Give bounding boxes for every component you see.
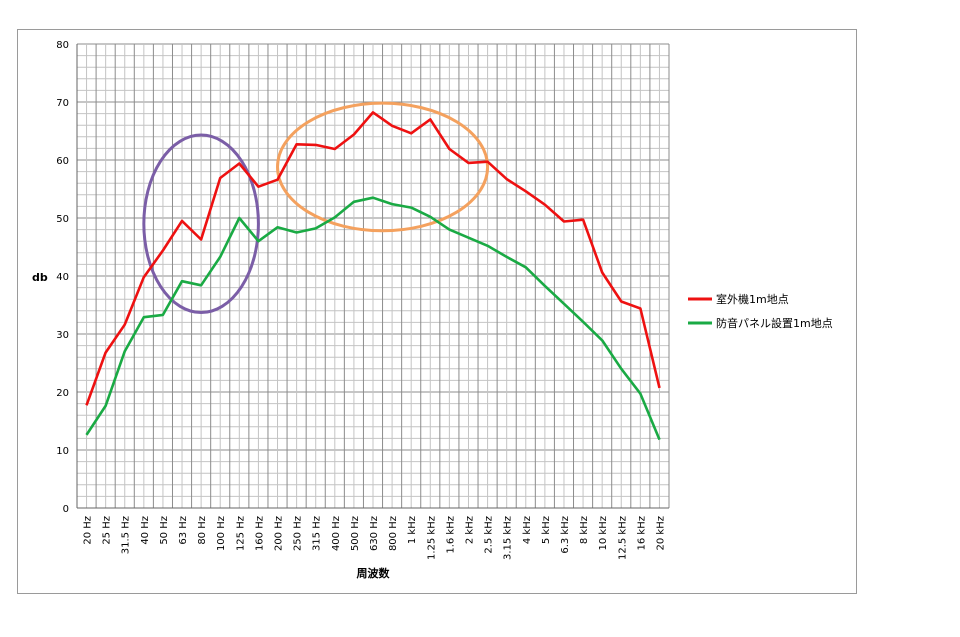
series-line-2	[85, 196, 661, 441]
y-tick-label: 30	[56, 330, 69, 341]
x-tick-label: 1 kHz	[407, 516, 418, 544]
x-tick-label: 125 Hz	[235, 516, 246, 551]
x-tick-label: 12.5 kHz	[617, 516, 628, 560]
x-tick-label: 630 Hz	[369, 516, 380, 551]
x-tick-label: 200 Hz	[274, 516, 285, 551]
x-tick-label: 3.15 kHz	[503, 516, 514, 560]
x-tick-label: 5 kHz	[541, 516, 552, 544]
x-tick-label: 16 kHz	[636, 516, 647, 550]
x-tick-label: 2.5 kHz	[484, 516, 495, 554]
y-tick-label: 0	[63, 504, 69, 515]
x-axis-label: 周波数	[357, 566, 391, 580]
x-tick-label: 80 Hz	[197, 516, 208, 545]
annotation-ellipse-2	[276, 101, 490, 233]
x-tick-label: 10 kHz	[598, 516, 609, 550]
x-tick-labels: 20 Hz 25 Hz 31.5 Hz 40 Hz 50 Hz 63 Hz 80 Hz 100…	[83, 516, 667, 560]
series-lines	[85, 111, 661, 441]
y-tick-label: 60	[56, 156, 69, 167]
y-tick-label: 40	[56, 272, 69, 283]
x-tick-label: 1.25 kHz	[426, 516, 437, 560]
x-tick-label: 50 Hz	[159, 516, 170, 545]
x-tick-label: 31.5 Hz	[121, 516, 132, 554]
series-line-1	[85, 111, 661, 406]
x-tick-label: 4 kHz	[522, 516, 533, 544]
x-tick-label: 250 Hz	[293, 516, 304, 551]
annotation-ellipses	[142, 101, 490, 315]
x-tick-label: 400 Hz	[331, 516, 342, 551]
x-tick-label: 160 Hz	[254, 516, 265, 551]
y-axis-label: db	[32, 271, 48, 284]
x-tick-label: 1.6 kHz	[445, 516, 456, 554]
x-tick-label: 6.3 kHz	[560, 516, 571, 554]
x-tick-label: 2 kHz	[464, 516, 475, 544]
y-tick-labels: 0 10 20 30 40 50 60 70 80	[56, 40, 69, 515]
x-tick-label: 25 Hz	[102, 516, 113, 545]
y-tick-label: 80	[56, 40, 69, 51]
y-tick-label: 50	[56, 214, 69, 225]
x-tick-label: 8 kHz	[579, 516, 590, 544]
x-tick-label: 40 Hz	[140, 516, 151, 545]
chart-frame	[17, 29, 857, 594]
x-tick-label: 63 Hz	[178, 516, 189, 545]
legend-label-1: 室外機1m地点	[716, 292, 789, 306]
x-tick-label: 315 Hz	[312, 516, 323, 551]
x-tick-label: 100 Hz	[216, 516, 227, 551]
legend-label-2: 防音パネル設置1m地点	[716, 316, 833, 330]
x-tick-label: 20 Hz	[83, 516, 94, 545]
y-tick-label: 70	[56, 98, 69, 109]
y-tick-label: 10	[56, 446, 69, 457]
x-tick-label: 500 Hz	[350, 516, 361, 551]
y-tick-label: 20	[56, 388, 69, 399]
x-tick-label: 800 Hz	[388, 516, 399, 551]
x-tick-label: 20 kHz	[655, 516, 666, 550]
annotation-ellipse-1	[142, 133, 260, 315]
